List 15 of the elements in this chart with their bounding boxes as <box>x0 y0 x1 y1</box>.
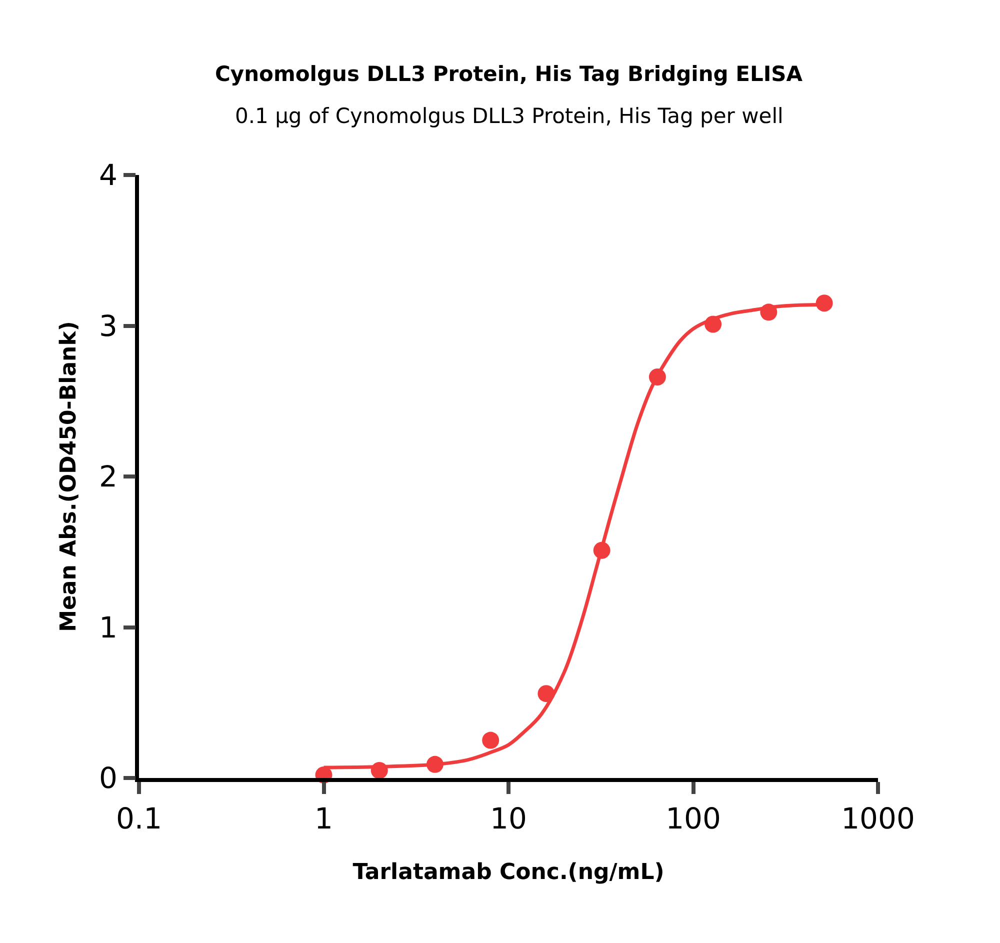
x-tick-label: 0.1 <box>116 802 162 836</box>
x-axis-title: Tarlatamab Conc.(ng/mL) <box>352 860 664 885</box>
y-tick-label: 4 <box>98 158 118 192</box>
chart-subtitle: 0.1 μg of Cynomolgus DLL3 Protein, His Tag per well <box>235 104 784 128</box>
x-tick-label: 1 <box>314 802 333 836</box>
x-tick-label: 100 <box>666 802 721 836</box>
y-tick-label: 2 <box>98 460 118 494</box>
x-tick-label: 1000 <box>841 802 915 836</box>
y-tick-label: 0 <box>98 761 118 796</box>
x-tick-label: 10 <box>490 802 527 836</box>
y-tick-label: 3 <box>98 308 118 343</box>
chart-title: Cynomolgus DLL3 Protein, His Tag Bridging ELISA <box>215 62 804 86</box>
point <box>482 732 500 749</box>
y-axis-title: Mean Abs.(OD450-Blank) <box>56 321 82 632</box>
y-tick-label: 1 <box>98 610 118 644</box>
